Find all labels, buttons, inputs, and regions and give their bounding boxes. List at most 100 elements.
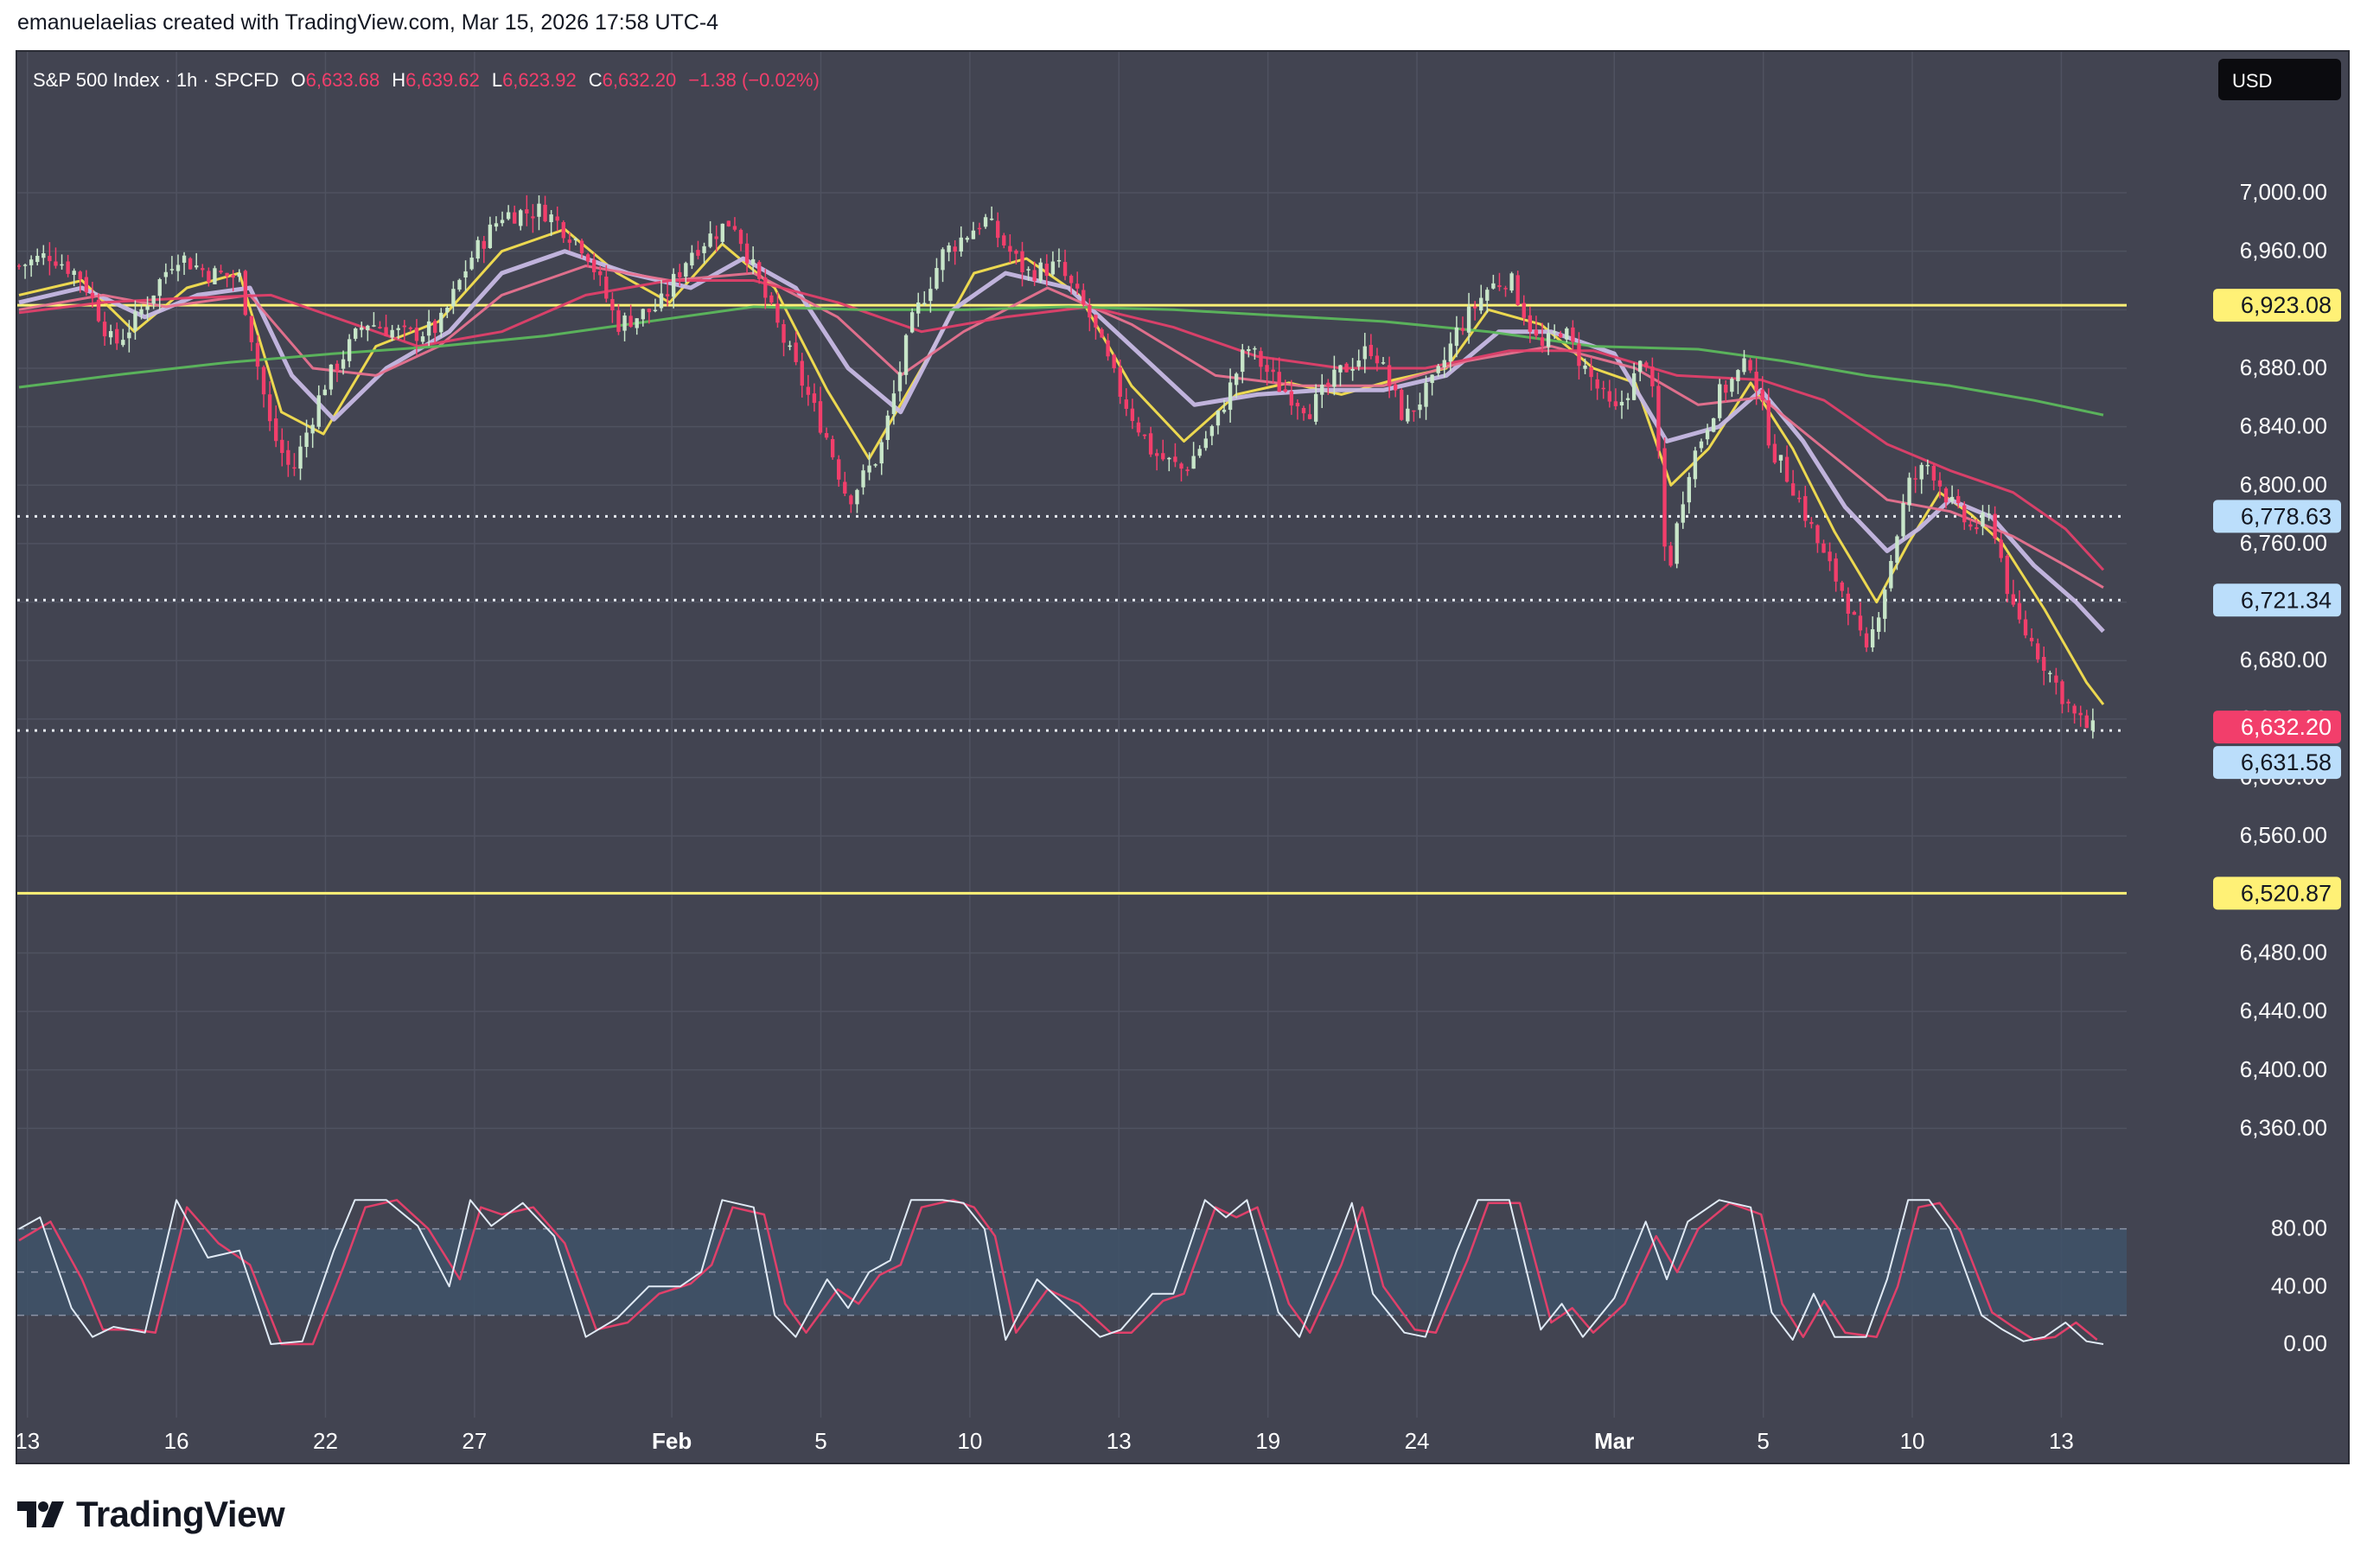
candle-body[interactable] [1424,382,1428,407]
candle-body[interactable] [108,331,113,338]
candle-body[interactable] [1283,389,1287,392]
price-tag-bg[interactable] [2213,746,2341,780]
moving-average-line[interactable] [18,249,2105,634]
price-tag-bg[interactable] [2213,711,2341,744]
candle-body[interactable] [298,446,303,469]
candle-body[interactable] [665,294,670,296]
candle-body[interactable] [879,442,884,464]
candle-body[interactable] [420,336,425,342]
candle-body[interactable] [849,495,853,505]
candle-body[interactable] [1503,288,1508,290]
candle-body[interactable] [286,449,290,465]
candle-body[interactable] [806,386,811,395]
candle-body[interactable] [1088,305,1092,318]
candle-body[interactable] [322,389,328,396]
candle-body[interactable] [573,239,578,240]
candle-body[interactable] [1136,422,1141,433]
candle-body[interactable] [1846,593,1850,614]
candle-body[interactable] [329,364,334,390]
candle-body[interactable] [1418,404,1422,411]
candle-body[interactable] [1571,327,1575,342]
candle-body[interactable] [54,261,58,266]
candle-body[interactable] [2017,602,2022,620]
candle-body[interactable] [1834,558,1838,582]
candle-body[interactable] [1050,261,1056,275]
candle-body[interactable] [292,467,297,469]
candle-body[interactable] [616,310,621,332]
price-tag[interactable]: 6,778.63 [2213,500,2341,533]
candle-body[interactable] [1784,456,1790,482]
candle-body[interactable] [1247,349,1251,352]
candle-body[interactable] [1124,399,1128,409]
candle-body[interactable] [1344,363,1349,373]
candle-body[interactable] [2029,637,2034,641]
candle-body[interactable] [1167,457,1171,460]
candle-body[interactable] [1062,262,1068,277]
candle-body[interactable] [1955,495,1961,504]
candle-body[interactable] [102,322,107,337]
candle-body[interactable] [433,321,437,334]
candle-body[interactable] [1937,480,1943,487]
candle-body[interactable] [1790,483,1796,496]
price-tag-bg[interactable] [2213,289,2341,322]
candle-body[interactable] [1552,331,1557,333]
candle-body[interactable] [1479,297,1483,311]
candle-body[interactable] [207,271,211,283]
candle-body[interactable] [261,367,266,395]
candle-body[interactable] [139,309,144,315]
candle-body[interactable] [830,438,835,458]
candle-body[interactable] [1307,414,1312,419]
candle-body[interactable] [1209,425,1215,437]
candle-body[interactable] [1191,456,1196,469]
candle-body[interactable] [335,363,340,372]
candle-body[interactable] [488,224,493,249]
candle-body[interactable] [1400,389,1404,420]
candle-body[interactable] [1962,505,1967,523]
candle-body[interactable] [690,252,694,266]
candle-body[interactable] [1436,366,1440,373]
candle-body[interactable] [519,210,523,226]
candle-body[interactable] [684,263,688,277]
price-tag[interactable]: 6,520.87 [2213,876,2341,910]
candle-body[interactable] [127,332,131,339]
candle-body[interactable] [1748,360,1752,371]
candle-body[interactable] [604,277,609,299]
candle-body[interactable] [1699,441,1704,449]
candle-body[interactable] [1130,408,1135,422]
candle-body[interactable] [78,271,82,280]
candle-body[interactable] [1350,368,1355,371]
candle-body[interactable] [1056,259,1062,262]
candle-body[interactable] [1509,273,1514,291]
candle-body[interactable] [598,271,603,276]
candle-body[interactable] [1638,360,1643,373]
candle-body[interactable] [837,459,841,480]
candle-body[interactable] [1631,373,1636,400]
moving-average-line[interactable] [18,227,2105,705]
candle-body[interactable] [280,439,284,454]
candle-body[interactable] [2054,675,2058,683]
candle-body[interactable] [1026,269,1030,271]
candle-body[interactable] [1546,333,1551,347]
candle-body[interactable] [2042,656,2046,672]
candle-body[interactable] [500,220,505,224]
candle-body[interactable] [1185,469,1190,471]
candle-body[interactable] [1577,343,1581,367]
candle-body[interactable] [744,243,750,264]
candle-body[interactable] [231,275,235,278]
candle-body[interactable] [1968,524,1973,527]
candle-body[interactable] [537,203,541,217]
candle-body[interactable] [402,325,406,328]
candle-body[interactable] [757,262,762,279]
candle-body[interactable] [1528,315,1533,332]
candle-body[interactable] [182,255,187,263]
candle-body[interactable] [1142,434,1147,437]
candle-body[interactable] [1265,365,1269,373]
candle-body[interactable] [1889,561,1893,589]
moving-average-line[interactable] [18,305,2104,417]
candle-body[interactable] [1234,373,1239,386]
candle-body[interactable] [1277,372,1281,392]
candle-body[interactable] [1369,344,1374,357]
candle-body[interactable] [378,327,382,328]
candle-body[interactable] [115,328,119,344]
candle-body[interactable] [219,271,223,273]
